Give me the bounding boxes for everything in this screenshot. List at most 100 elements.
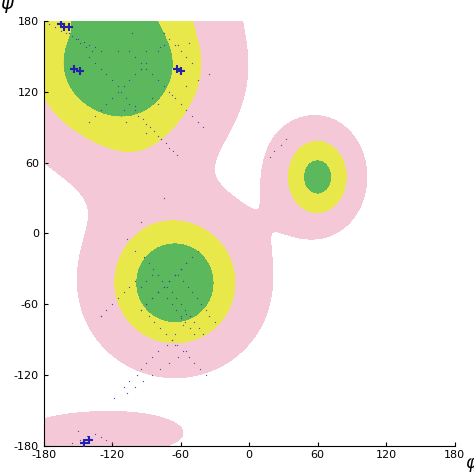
Point [122, 118, 130, 125]
Point [74, 428, 82, 435]
Point [157, 135, 165, 143]
Point [46, 20, 53, 28]
Point [120, 83, 128, 90]
Point [114, 83, 122, 90]
Point [151, 318, 158, 326]
Point [182, 310, 190, 317]
Point [97, 65, 105, 72]
Point [137, 306, 145, 314]
Point [118, 88, 125, 96]
Point [188, 253, 196, 261]
Point [277, 142, 285, 149]
Point [134, 371, 141, 379]
Point [193, 294, 201, 302]
Point [195, 324, 203, 332]
Point [163, 283, 171, 290]
Point [91, 430, 99, 437]
Point [140, 253, 148, 261]
Point [145, 312, 153, 320]
Point [205, 71, 213, 78]
Point [76, 67, 84, 75]
Point [182, 318, 189, 326]
Point [83, 432, 91, 440]
Point [74, 35, 82, 43]
Point [131, 106, 139, 114]
Point [194, 247, 201, 255]
Point [148, 371, 156, 379]
Point [143, 277, 150, 285]
Point [171, 94, 179, 102]
Point [200, 330, 207, 337]
Point [185, 39, 192, 47]
Point [162, 139, 170, 147]
Point [71, 65, 78, 72]
Point [65, 24, 73, 31]
Point [177, 100, 184, 108]
Point [194, 76, 201, 84]
Point [97, 47, 105, 55]
Point [139, 377, 147, 385]
Point [168, 91, 175, 98]
Point [131, 53, 139, 61]
Point [162, 330, 170, 337]
Point [156, 324, 164, 332]
Point [109, 76, 116, 84]
Point [120, 289, 128, 296]
Point [143, 130, 150, 137]
Point [154, 289, 162, 296]
Point [171, 271, 179, 278]
Point [177, 300, 184, 308]
Point [148, 271, 156, 278]
Point [200, 124, 207, 131]
Point [163, 294, 171, 302]
Point [85, 53, 93, 61]
Point [177, 265, 184, 273]
Point [156, 44, 164, 51]
Point [156, 365, 164, 373]
Point [179, 277, 187, 285]
Point [184, 283, 191, 290]
Point [143, 300, 150, 308]
Point [173, 151, 181, 158]
Point [72, 35, 80, 43]
Point [137, 59, 145, 66]
Point [168, 300, 175, 308]
Point [97, 434, 105, 441]
Point [202, 371, 210, 379]
Point [174, 353, 182, 361]
Point [143, 65, 150, 72]
Point [91, 112, 99, 120]
Point [188, 289, 196, 296]
Point [165, 144, 173, 152]
Point [174, 271, 182, 278]
Point [148, 71, 156, 78]
Point [137, 65, 145, 72]
Point [154, 348, 162, 355]
Point [97, 312, 105, 320]
Point [137, 283, 145, 290]
Point [160, 29, 167, 37]
Point [126, 76, 133, 84]
Point [76, 436, 84, 444]
Point [120, 383, 128, 390]
Point [169, 147, 176, 155]
Point [172, 306, 180, 314]
Point [197, 300, 205, 308]
Point [165, 35, 173, 43]
Point [137, 65, 145, 72]
Point [182, 306, 189, 314]
Point [76, 39, 84, 47]
Point [182, 259, 190, 267]
Point [68, 32, 76, 39]
Point [173, 65, 181, 72]
Point [80, 38, 87, 45]
Point [143, 59, 150, 66]
Point [148, 353, 156, 361]
Point [137, 306, 145, 314]
Point [59, 24, 67, 31]
Point [137, 365, 145, 373]
Point [185, 353, 192, 361]
Point [182, 83, 190, 90]
Point [135, 112, 142, 120]
Point [194, 118, 201, 125]
